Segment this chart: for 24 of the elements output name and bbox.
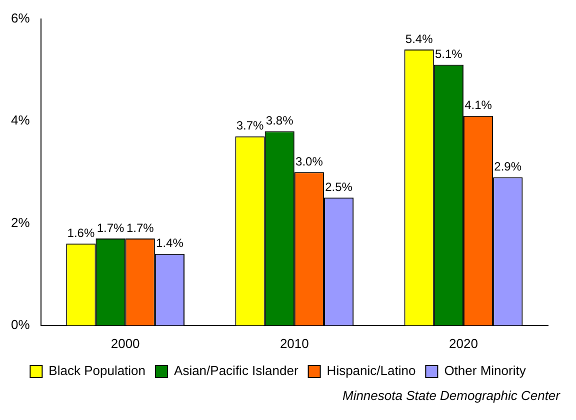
data-label: 1.7% [126, 220, 154, 235]
legend-label: Asian/Pacific Islander [174, 363, 299, 378]
data-label: 1.4% [156, 236, 184, 250]
x-tick-label: 2020 [449, 336, 478, 351]
y-tick-label: 0% [10, 316, 30, 332]
legend-label: Black Population [48, 363, 146, 378]
y-tick-label: 4% [10, 112, 30, 128]
legend-label: Hispanic/Latino [326, 363, 416, 378]
legend-label: Other Minority [444, 363, 526, 378]
data-label: 3.8% [266, 114, 294, 128]
data-label: 3.7% [236, 118, 264, 133]
x-tick-label: 2010 [280, 336, 309, 351]
data-label: 1.7% [96, 220, 125, 235]
data-label: 5.1% [434, 47, 463, 62]
x-tick-label: 2000 [110, 336, 140, 351]
data-label: 2.5% [325, 180, 353, 194]
data-label: 4.1% [464, 98, 492, 112]
y-tick-label: 2% [10, 214, 30, 230]
data-label: 1.6% [67, 226, 95, 240]
text: Minnesota State Demographic Center [341, 388, 562, 403]
data-label: 2.9% [494, 160, 522, 174]
y-tick-label: 6% [10, 10, 30, 26]
data-label: 5.4% [405, 32, 434, 46]
data-label: 3.0% [296, 154, 324, 168]
